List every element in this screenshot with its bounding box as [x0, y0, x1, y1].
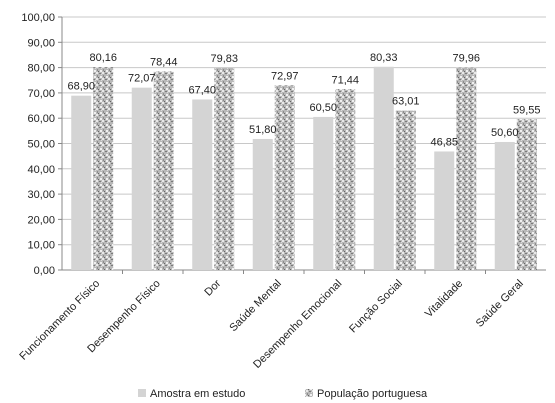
- data-labels: 68,90 80,16 72,07 78,44 67,40 79,83 51,80 72,97…: [67, 52, 540, 149]
- bar-populacao: [395, 110, 416, 270]
- y-tick-label: 0,00: [34, 265, 55, 277]
- data-label: 51,80: [249, 124, 277, 136]
- bar-amostra: [373, 66, 394, 270]
- bar-amostra: [131, 87, 152, 270]
- y-tick-label: 60,00: [27, 113, 55, 125]
- bar-populacao: [274, 85, 295, 271]
- y-tick-label: 10,00: [27, 240, 55, 252]
- data-label: 50,60: [491, 127, 519, 139]
- data-label: 72,07: [128, 73, 156, 85]
- data-label: 79,96: [452, 53, 480, 65]
- legend-swatch-series-1: [138, 389, 146, 397]
- data-label: 80,33: [370, 52, 398, 64]
- bar-amostra: [192, 99, 213, 270]
- bar-populacao: [153, 71, 174, 270]
- data-label: 68,90: [67, 81, 95, 93]
- x-category-label: Dor: [202, 277, 223, 298]
- data-label: 71,44: [331, 74, 359, 86]
- bar-amostra: [71, 95, 92, 270]
- bars: [71, 66, 537, 271]
- y-axis-ticks: 0,00 10,00 20,00 30,00 40,00 50,00 60,00 70,00 8…: [21, 12, 55, 277]
- y-tick-label: 20,00: [27, 214, 55, 226]
- data-label: 59,55: [513, 104, 541, 116]
- x-category-label: Saúde Geral: [474, 278, 526, 330]
- x-category-label: Função Social: [347, 278, 405, 336]
- bar-populacao: [93, 67, 114, 271]
- y-tick-label: 90,00: [27, 37, 55, 49]
- y-tick-label: 70,00: [27, 88, 55, 100]
- bar-amostra: [313, 116, 334, 270]
- bar-populacao: [516, 119, 537, 270]
- bar-populacao: [335, 89, 356, 270]
- legend: Amostra em estudo População portuguesa: [138, 388, 428, 400]
- y-tick-label: 40,00: [27, 164, 55, 176]
- legend-label-series-1: Amostra em estudo: [150, 388, 245, 400]
- bar-populacao: [456, 67, 477, 270]
- y-tick-label: 100,00: [21, 12, 55, 24]
- bar-amostra: [434, 151, 455, 270]
- legend-swatch-series-2: [305, 389, 313, 397]
- data-label: 80,16: [89, 52, 117, 64]
- x-category-label: Vitalidade: [423, 278, 466, 321]
- y-tick-label: 50,00: [27, 139, 55, 151]
- data-label: 46,85: [430, 136, 458, 148]
- legend-label-series-2: População portuguesa: [317, 388, 428, 400]
- data-label: 63,01: [392, 96, 420, 108]
- data-label: 67,40: [188, 84, 216, 96]
- x-category-label: Saúde Mental: [227, 278, 283, 334]
- y-tick-label: 30,00: [27, 189, 55, 201]
- y-tick-label: 80,00: [27, 63, 55, 75]
- data-label: 60,50: [309, 102, 337, 114]
- data-label: 72,97: [271, 70, 299, 82]
- data-label: 78,44: [150, 57, 178, 69]
- bar-populacao: [214, 68, 235, 271]
- data-label: 79,83: [210, 53, 238, 65]
- bar-amostra: [252, 138, 273, 270]
- bar-amostra: [494, 141, 515, 270]
